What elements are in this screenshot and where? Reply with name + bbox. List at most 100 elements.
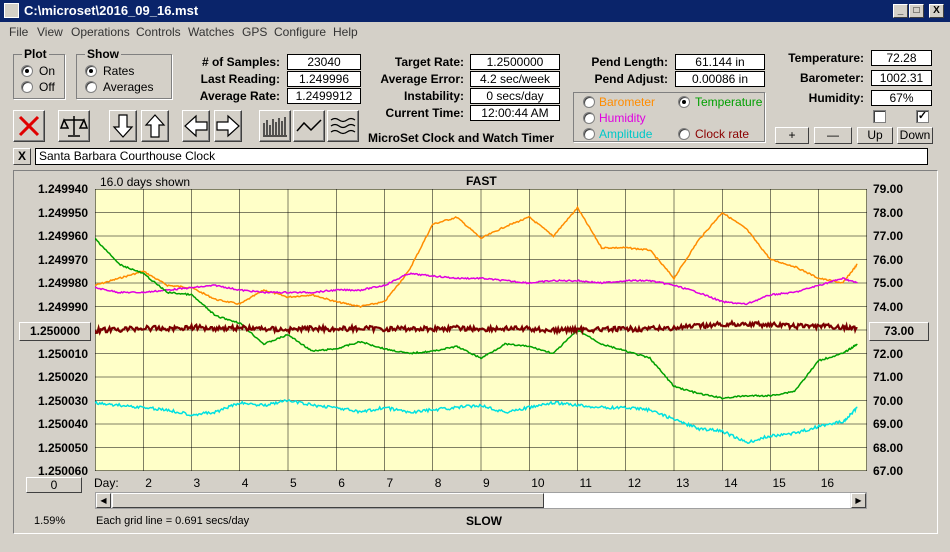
x-tick-label: 3 — [193, 476, 201, 490]
grid-lines — [95, 189, 867, 471]
clock-rate-label: Clock rate — [695, 127, 750, 141]
fast-label: FAST — [466, 174, 497, 188]
slow-label: SLOW — [466, 514, 502, 528]
temperature-radio[interactable] — [678, 96, 690, 108]
scrollbar-thumb[interactable] — [112, 493, 544, 508]
x-tick-label: 12 — [627, 476, 642, 490]
plot-on-radio[interactable] — [21, 65, 33, 77]
barometer-label: Barometer — [599, 95, 656, 109]
menu-help[interactable]: Help — [333, 25, 358, 39]
barometer-radio[interactable] — [583, 96, 595, 108]
y-right-tick-label: 67.00 — [873, 464, 904, 478]
instability-label: Instability: — [403, 89, 464, 103]
arrow-up-icon — [144, 114, 166, 138]
last-reading-value: 1.249996 — [287, 71, 361, 87]
scroll-right-button[interactable] — [214, 110, 242, 142]
horizontal-scrollbar[interactable]: ◀ ▶ — [95, 492, 867, 509]
y-left-tick-label: 1.249980 — [37, 276, 88, 290]
y-right-tick-label: 78.00 — [873, 205, 904, 220]
down-button[interactable]: Down — [897, 127, 933, 144]
sensor-select-group — [573, 92, 765, 142]
y-left-tick-label: 1.250040 — [37, 417, 88, 431]
y-right-tick-label: 74.00 — [873, 299, 904, 314]
humidity-value: 67% — [871, 90, 932, 106]
bar-plot-button[interactable] — [259, 110, 291, 142]
grid-info: Each grid line = 0.691 secs/day — [96, 515, 250, 527]
y-left-tick-label: 1.250050 — [37, 440, 88, 455]
maximize-button[interactable]: □ — [909, 4, 924, 18]
y-left-tick-label: 1.249960 — [37, 229, 88, 243]
clock-close-button[interactable]: X — [13, 148, 31, 165]
last-reading-label: Last Reading: — [200, 72, 280, 86]
humidity-radio[interactable] — [583, 112, 595, 124]
x-tick-label: 7 — [386, 476, 394, 490]
y-left-tick-label: 1.249950 — [37, 205, 88, 220]
y-left-tick-label: 1.250030 — [37, 393, 88, 408]
balance-scale-icon — [59, 116, 89, 137]
x-tick-label: 4 — [241, 476, 249, 490]
line-plot-button[interactable] — [293, 110, 325, 142]
menu-operations[interactable]: Operations — [71, 25, 130, 39]
scroll-left-arrow[interactable]: ◀ — [96, 493, 111, 508]
humidity-label-right: Humidity: — [808, 91, 864, 105]
series-line-barometer — [95, 205, 858, 309]
x-tick-label: 9 — [483, 476, 490, 490]
samples-value: 23040 — [287, 54, 361, 70]
balance-button[interactable] — [58, 110, 90, 142]
pend-length-label: Pend Length: — [591, 55, 668, 69]
show-group-label: Show — [85, 47, 121, 61]
close-button[interactable]: X — [929, 4, 944, 18]
humidity-label: Humidity — [599, 111, 646, 125]
app-icon — [4, 3, 19, 18]
target-rate-label: Target Rate: — [394, 55, 464, 69]
option-checkbox-2[interactable]: ✓ — [916, 110, 929, 123]
x-tick-label: 13 — [676, 476, 690, 490]
offset-button[interactable]: 0 — [26, 477, 82, 493]
arrow-left-icon — [184, 114, 208, 138]
title-bar: C:\microset\2016_09_16.mst _ □ X — [0, 0, 950, 22]
wave-plot-button[interactable] — [327, 110, 359, 142]
scrollbar-track[interactable] — [544, 493, 850, 508]
show-group: Show — [76, 47, 172, 99]
menu-gps[interactable]: GPS — [242, 25, 268, 39]
option-checkbox-1[interactable] — [873, 110, 886, 123]
pend-length-value: 61.144 in — [675, 54, 765, 70]
y-left-tick-label: 1.250020 — [37, 370, 88, 384]
plot-off-radio[interactable] — [21, 81, 33, 93]
menu-configure[interactable]: Configure — [274, 25, 327, 39]
y-left-tick-label: 1.249990 — [37, 299, 88, 314]
plot-group-label: Plot — [22, 47, 49, 61]
pend-adjust-label: Pend Adjust: — [594, 72, 668, 86]
plus-button[interactable]: + — [775, 127, 809, 144]
menu-watches[interactable]: Watches — [188, 25, 235, 39]
clear-button[interactable] — [13, 110, 45, 142]
clock-rate-radio[interactable] — [678, 128, 690, 140]
center-rate-button[interactable]: 1.250000 — [19, 322, 91, 341]
scroll-up-button[interactable] — [141, 110, 169, 142]
menu-controls[interactable]: Controls — [136, 25, 181, 39]
minus-button[interactable]: — — [814, 127, 852, 144]
show-rates-radio[interactable] — [85, 65, 97, 77]
average-error-value: 4.2 sec/week — [470, 71, 560, 87]
day-label: Day: — [94, 476, 119, 490]
scroll-down-button[interactable] — [109, 110, 137, 142]
average-rate-value: 1.2499912 — [287, 88, 361, 104]
center-temp-button[interactable]: 73.00 — [869, 322, 929, 341]
clock-name-field[interactable]: Santa Barbara Courthouse Clock — [35, 148, 928, 165]
x-tick-label: 2 — [145, 476, 152, 490]
current-time-value: 12:00:44 AM — [470, 105, 560, 121]
amplitude-radio[interactable] — [583, 128, 595, 140]
minimize-button[interactable]: _ — [893, 4, 908, 18]
menu-view[interactable]: View — [37, 25, 63, 39]
menu-file[interactable]: File — [9, 25, 29, 39]
show-averages-radio[interactable] — [85, 81, 97, 93]
show-rates-label: Rates — [103, 64, 135, 78]
x-tick-label: 16 — [820, 476, 835, 490]
barometer-label-right: Barometer: — [799, 71, 864, 85]
menu-bar: File View Operations Controls Watches GP… — [0, 22, 950, 42]
scroll-left-button[interactable] — [182, 110, 210, 142]
up-button[interactable]: Up — [857, 127, 893, 144]
samples-label: # of Samples: — [201, 55, 280, 69]
scroll-right-arrow[interactable]: ▶ — [851, 493, 866, 508]
x-tick-label: 14 — [724, 476, 738, 490]
